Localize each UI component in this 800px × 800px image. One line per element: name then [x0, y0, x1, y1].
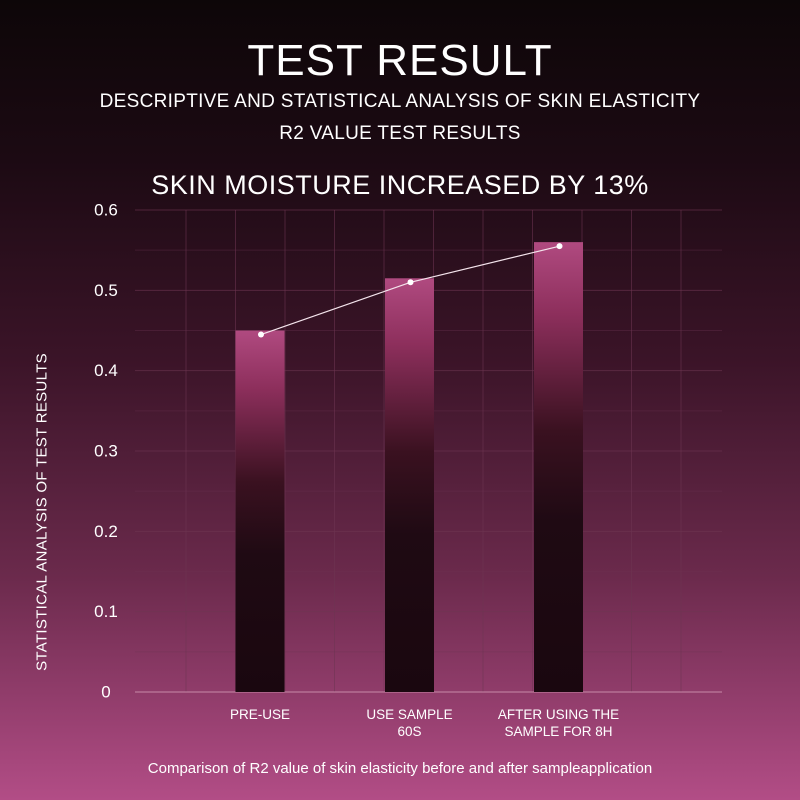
trend-point: [407, 279, 414, 286]
chart-subtitle-line-2: R2 VALUE TEST RESULTS: [279, 123, 521, 144]
trend-point: [556, 243, 563, 250]
bars: [235, 242, 583, 692]
x-tick-label: USE SAMPLE 60S: [366, 707, 452, 739]
x-tick-label: AFTER USING THE SAMPLE FOR 8H: [498, 707, 619, 739]
chart-caption: Comparison of R2 value of skin elasticit…: [147, 760, 653, 777]
y-tick-label: 0: [101, 682, 110, 701]
x-tick-label: PRE-USE: [230, 707, 290, 722]
y-tick-label: 0.3: [94, 441, 118, 460]
chart-headline: SKIN MOISTURE INCREASED BY 13%: [151, 170, 649, 200]
y-tick-label: 0.6: [94, 200, 118, 219]
chart-title: TEST RESULT: [247, 36, 553, 85]
y-tick-label: 0.1: [94, 602, 118, 621]
trend-line: [258, 243, 563, 338]
bar: [385, 278, 434, 692]
axis-labels: 0 0.1 0.2 0.3 0.4 0.5 0.6 PRE-USE USE SAMPLE 60S A…: [94, 200, 619, 739]
y-tick-label: 0.5: [94, 281, 118, 300]
trend-point: [258, 331, 264, 338]
bar: [534, 242, 583, 692]
y-tick-label: 0.2: [94, 522, 118, 541]
y-tick-label: 0.4: [94, 361, 118, 380]
bar: [235, 330, 285, 692]
chart-subtitle-line-1: DESCRIPTIVE AND STATISTICAL ANALYSIS OF …: [99, 91, 701, 112]
